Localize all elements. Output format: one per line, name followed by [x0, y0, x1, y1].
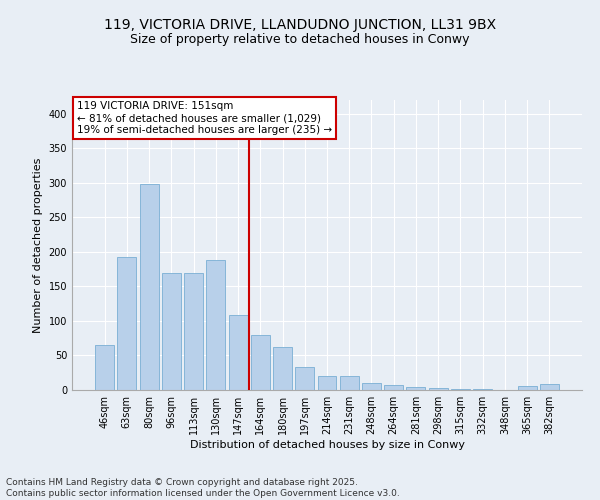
Text: Size of property relative to detached houses in Conwy: Size of property relative to detached ho… — [130, 32, 470, 46]
Bar — [451, 388, 470, 390]
Bar — [429, 388, 448, 390]
Bar — [229, 316, 248, 390]
Text: Contains HM Land Registry data © Crown copyright and database right 2025.
Contai: Contains HM Land Registry data © Crown c… — [6, 478, 400, 498]
Bar — [317, 376, 337, 390]
Bar — [251, 335, 270, 390]
Bar — [95, 345, 114, 390]
Bar — [384, 385, 403, 390]
Text: 119, VICTORIA DRIVE, LLANDUDNO JUNCTION, LL31 9BX: 119, VICTORIA DRIVE, LLANDUDNO JUNCTION,… — [104, 18, 496, 32]
Bar — [540, 384, 559, 390]
Text: 119 VICTORIA DRIVE: 151sqm
← 81% of detached houses are smaller (1,029)
19% of s: 119 VICTORIA DRIVE: 151sqm ← 81% of deta… — [77, 102, 332, 134]
Bar — [140, 184, 158, 390]
Bar — [518, 386, 536, 390]
X-axis label: Distribution of detached houses by size in Conwy: Distribution of detached houses by size … — [190, 440, 464, 450]
Bar — [184, 272, 203, 390]
Bar — [273, 347, 292, 390]
Y-axis label: Number of detached properties: Number of detached properties — [33, 158, 43, 332]
Bar — [206, 260, 225, 390]
Bar — [162, 272, 181, 390]
Bar — [406, 386, 425, 390]
Bar — [340, 376, 359, 390]
Bar — [362, 383, 381, 390]
Bar — [118, 258, 136, 390]
Bar — [295, 367, 314, 390]
